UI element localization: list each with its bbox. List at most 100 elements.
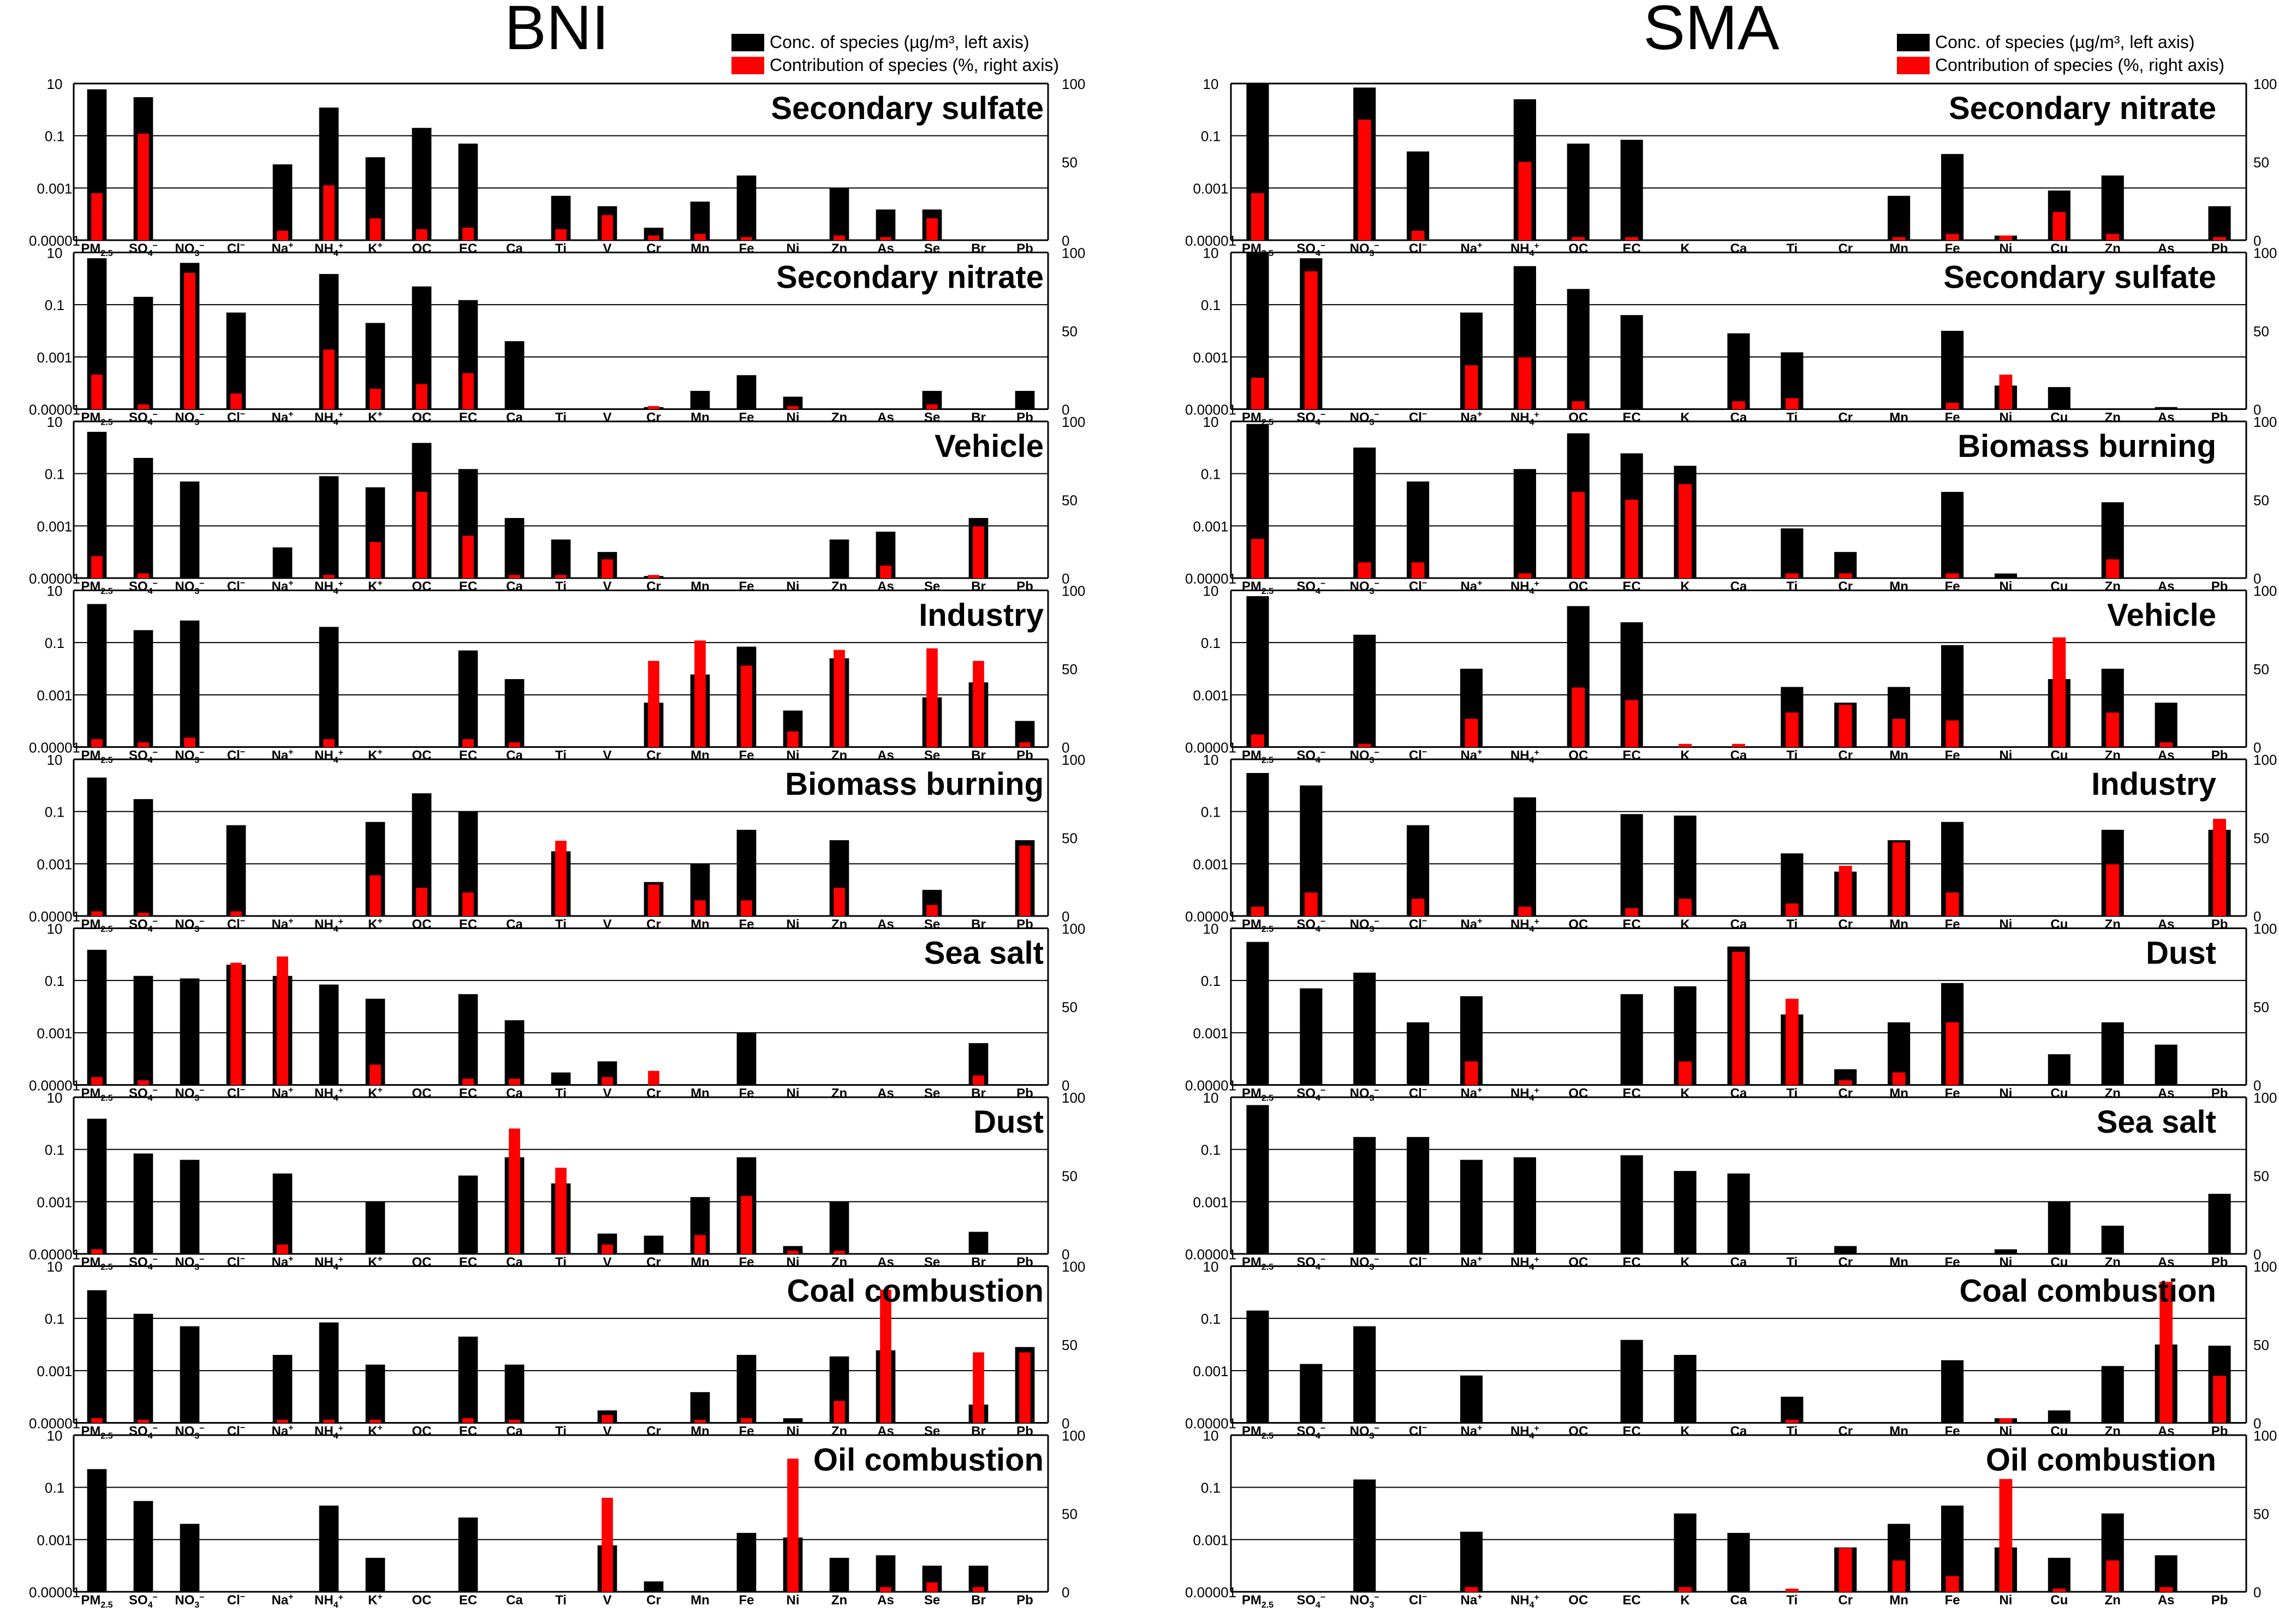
category-label: NO3− [1350,1255,1379,1272]
category-label: OC [1568,917,1588,932]
category-label: NH4+ [314,579,343,596]
category-label: K [1680,1086,1690,1101]
contrib-bar [138,573,149,578]
category-label: Cl− [1409,410,1427,425]
conc-bar [2101,1226,2124,1254]
category-label: Zn [2105,1593,2121,1608]
category-label: PM2.5 [81,1086,112,1103]
contrib-bar [1679,1061,1692,1085]
category-label: As [2158,579,2175,594]
category-label: OC [412,1255,432,1270]
category-label: Na+ [271,410,293,425]
category-label: Fe [739,917,754,932]
category-label: As [2158,748,2175,763]
bni-legend-contrib-label: Contribution of species (%, right axis) [770,55,1059,75]
contrib-bar [694,900,706,916]
category-label: Na+ [271,1592,293,1608]
contrib-bar [1572,492,1585,578]
category-label: As [2158,1424,2175,1439]
contrib-bar [602,559,613,578]
conc-bar [1941,492,1964,578]
category-label: Mn [1889,748,1908,763]
conc-bar [180,978,200,1085]
category-label: Pb [2211,411,2228,425]
category-label: EC [459,1593,477,1608]
category-label: OC [1568,1255,1588,1270]
conc-bar [690,1392,710,1423]
contrib-bar [462,228,474,240]
conc-bar [1246,1105,1269,1254]
category-label: K+ [368,1424,383,1439]
contrib-bar [1785,712,1799,747]
category-label: As [2158,241,2175,256]
factor-title: Secondary sulfate [1943,260,2216,295]
category-label: Cr [1838,1593,1853,1608]
category-label: As [877,1424,894,1439]
contrib-bar [648,661,659,747]
contrib-bar [1732,401,1745,409]
category-label: SO4− [1296,1593,1325,1610]
right-tick-label: 0 [2253,908,2261,925]
left-tick-label: 0.1 [45,1142,64,1158]
category-label: NH4+ [1510,917,1539,934]
left-tick-label: 0.00001 [1185,1415,1236,1432]
contrib-bar [1679,743,1692,747]
category-label: Ti [1786,1255,1798,1270]
contrib-bar [370,389,381,409]
category-label: NO3− [1350,579,1379,596]
category-label: Se [924,579,940,594]
factor-title: Vehicle [2107,598,2216,633]
category-label: EC [459,1424,477,1439]
conc-bar [226,825,246,916]
conc-bar [1300,1364,1323,1423]
contrib-bar [370,1064,381,1085]
contrib-bar [2052,1589,2066,1592]
conc-bar [551,1072,571,1085]
conc-bar [644,1581,664,1592]
conc-bar [87,1119,107,1254]
category-label: Cl− [1409,1592,1427,1608]
factor-title: Oil combustion [1986,1442,2216,1478]
category-label: EC [459,411,477,425]
left-tick-label: 0.00001 [1185,740,1236,756]
category-label: Zn [2105,411,2121,425]
right-tick-label: 100 [1062,1427,1085,1444]
contrib-bar [555,841,567,916]
category-label: Na+ [1461,579,1483,594]
conc-bar [272,547,293,578]
category-label: Cr [646,579,661,594]
left-tick-label: 0.1 [1201,128,1221,145]
category-label: Ni [787,411,800,425]
left-tick-label: 0.1 [1201,1311,1221,1327]
category-label: OC [412,579,432,594]
category-label: Ca [1730,1086,1747,1101]
category-label: NO3− [1350,411,1379,427]
category-label: SO4− [1296,241,1325,258]
contrib-bar [926,1582,938,1592]
category-label: NO3− [1350,1424,1379,1441]
conc-bar [829,1557,849,1592]
contrib-bar [1518,906,1532,916]
right-tick-label: 50 [1062,999,1078,1015]
category-label: SO4− [129,917,158,934]
conc-bar [736,1032,757,1085]
conc-bar [1941,154,1964,240]
contrib-bar [1999,235,2013,240]
category-label: Zn [831,1255,847,1270]
conc-bar [1620,315,1643,409]
category-label: Ca [506,748,523,763]
category-label: SO4− [129,1255,158,1272]
category-label: PM2.5 [1242,748,1274,765]
right-tick-label: 50 [2253,830,2269,847]
contrib-bar [834,235,845,240]
conc-bar [504,1020,525,1085]
conc-bar [2048,1201,2070,1254]
category-label: Cu [2050,1424,2068,1439]
right-tick-label: 0 [1062,908,1069,925]
category-label: V [603,1424,611,1439]
